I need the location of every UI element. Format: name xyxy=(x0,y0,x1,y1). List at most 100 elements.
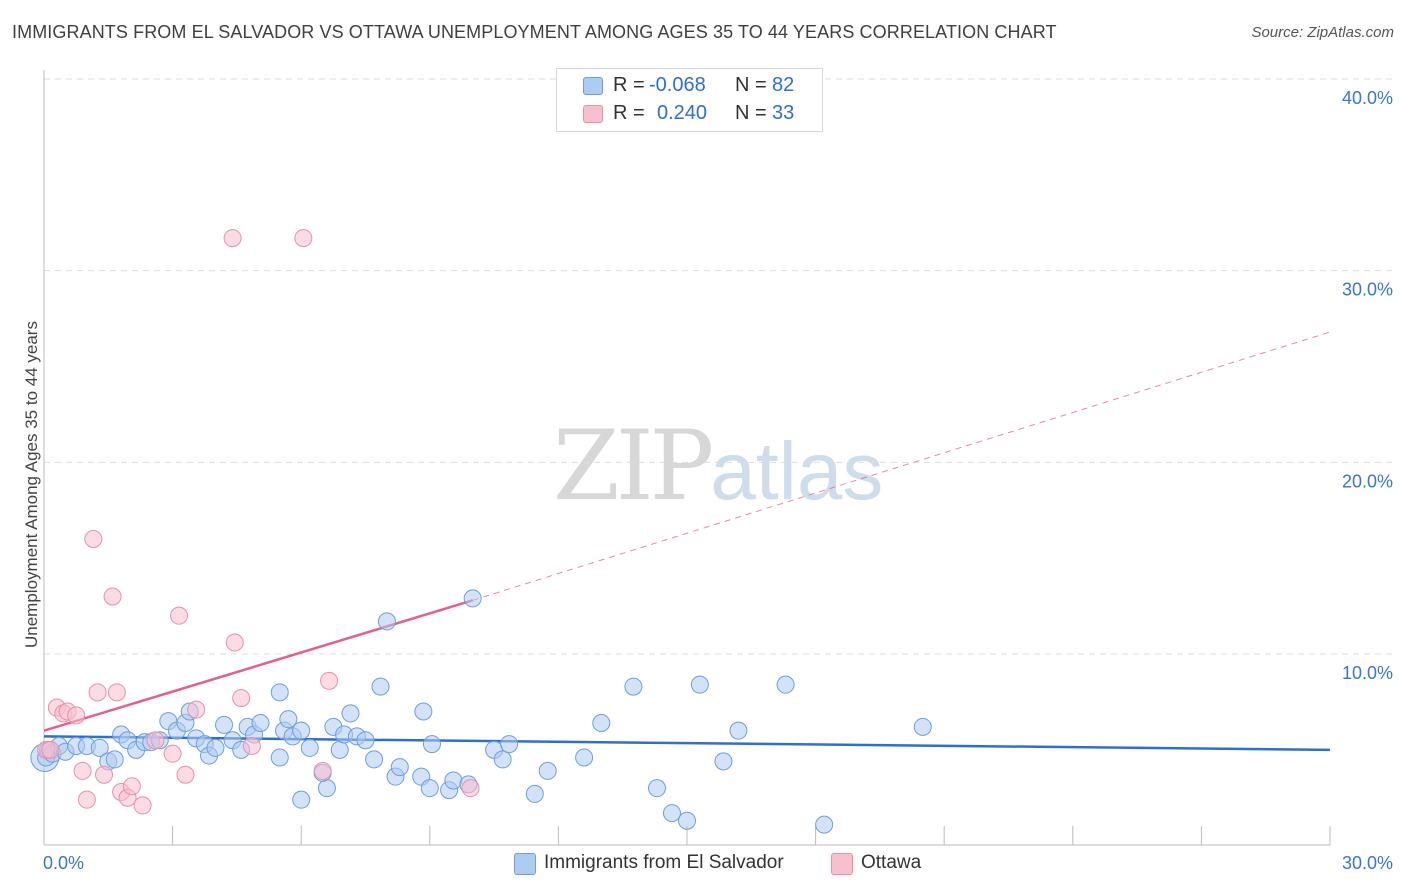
chart-title: IMMIGRANTS FROM EL SALVADOR VS OTTAWA UN… xyxy=(12,22,1057,42)
watermark-zip: ZIP xyxy=(553,410,714,522)
data-point xyxy=(232,689,251,708)
series-el-salvador-points xyxy=(30,589,932,834)
watermark-atlas: atlas xyxy=(710,426,884,517)
data-point xyxy=(122,777,141,796)
y-tick-label: 10.0% xyxy=(1342,663,1393,683)
data-point xyxy=(77,790,96,809)
data-point xyxy=(776,675,795,694)
legend-label: Immigrants from El Salvador xyxy=(544,852,784,873)
data-point xyxy=(662,804,681,823)
legend-n-label: N = xyxy=(735,102,767,124)
data-point xyxy=(270,748,289,767)
data-point xyxy=(84,530,103,548)
data-point xyxy=(41,740,60,759)
data-point xyxy=(88,683,107,702)
legend-swatch-pink xyxy=(583,105,603,123)
legend-r-label: R = xyxy=(613,102,645,124)
data-point xyxy=(414,702,433,721)
tick-labels: 10.0% 20.0% 30.0% 40.0% 0.0% 30.0% xyxy=(43,88,1393,873)
data-point xyxy=(815,815,834,834)
data-point xyxy=(292,790,311,809)
x-tick-label: 0.0% xyxy=(43,853,84,873)
data-point xyxy=(292,721,311,740)
data-point xyxy=(493,750,512,769)
legend-swatch-blue xyxy=(514,853,536,875)
grid-lines xyxy=(44,78,1392,655)
legend-n-value: 82 xyxy=(772,74,795,96)
data-point xyxy=(270,683,289,702)
data-point xyxy=(714,752,733,771)
y-tick-label: 20.0% xyxy=(1342,471,1393,491)
data-point xyxy=(500,735,519,754)
data-point xyxy=(73,761,92,780)
data-point xyxy=(461,779,480,798)
data-point xyxy=(913,717,932,736)
trend-line-ottawa xyxy=(43,599,474,732)
data-point xyxy=(330,740,349,759)
data-point xyxy=(225,633,244,652)
legend-label: Ottawa xyxy=(861,852,922,873)
legend-n-label: N = xyxy=(735,74,767,96)
data-point xyxy=(422,735,441,754)
data-point xyxy=(575,748,594,767)
data-point xyxy=(356,731,375,750)
data-point xyxy=(647,779,666,798)
data-point xyxy=(103,587,122,606)
legend-row-ottawa: R = 0.240 N = 33 xyxy=(557,100,822,128)
data-point xyxy=(690,675,709,694)
data-point xyxy=(90,738,109,757)
data-point xyxy=(341,704,360,723)
data-point xyxy=(170,606,189,625)
data-point xyxy=(206,738,225,757)
data-point xyxy=(678,811,696,830)
data-point xyxy=(377,612,396,631)
legend-swatch-blue xyxy=(583,77,603,95)
data-point xyxy=(538,761,557,780)
trend-line-ottawa-extension xyxy=(472,331,1331,601)
data-point xyxy=(176,765,195,784)
series-ottawa-points xyxy=(37,229,480,815)
data-point xyxy=(300,738,319,757)
data-point xyxy=(624,677,643,696)
legend-n-value: 33 xyxy=(772,102,795,124)
data-point xyxy=(187,700,206,719)
data-point xyxy=(592,714,611,732)
y-tick-label: 40.0% xyxy=(1342,88,1393,108)
data-point xyxy=(163,744,182,763)
legend-r-label: R = xyxy=(613,74,645,96)
data-point xyxy=(242,737,261,755)
x-tick-label: 30.0% xyxy=(1342,853,1393,873)
legend-r-value: 0.240 xyxy=(657,102,708,124)
data-point xyxy=(317,779,336,798)
data-point xyxy=(294,229,313,248)
data-point xyxy=(105,750,124,769)
data-point xyxy=(146,731,165,750)
source-label: Source: ZipAtlas.com xyxy=(1251,24,1394,41)
data-point xyxy=(313,761,332,780)
data-point xyxy=(371,677,390,696)
data-point xyxy=(279,710,298,729)
legend-swatch-pink xyxy=(831,853,853,875)
legend-r-value: -0.068 xyxy=(649,74,706,96)
data-point xyxy=(420,779,439,798)
axes xyxy=(43,70,1331,846)
legend-row-el-salvador: R = -0.068 N = 82 xyxy=(557,72,822,100)
data-point xyxy=(251,714,270,732)
trend-lines xyxy=(43,331,1331,752)
data-point xyxy=(107,683,126,702)
data-point xyxy=(365,750,384,769)
y-tick-label: 30.0% xyxy=(1342,280,1393,300)
data-point xyxy=(215,715,234,734)
y-axis-label: Unemployment Among Ages 35 to 44 years xyxy=(22,321,41,648)
correlation-legend: R = -0.068 N = 82 R = 0.240 N = 33 xyxy=(556,68,823,132)
data-point xyxy=(67,706,86,725)
data-point xyxy=(444,771,463,790)
data-point xyxy=(525,784,544,803)
data-point xyxy=(133,796,152,815)
data-point xyxy=(729,721,748,740)
data-point xyxy=(463,589,482,608)
data-point xyxy=(320,671,339,690)
watermark: ZIPatlas xyxy=(553,410,883,522)
data-point xyxy=(95,765,114,784)
